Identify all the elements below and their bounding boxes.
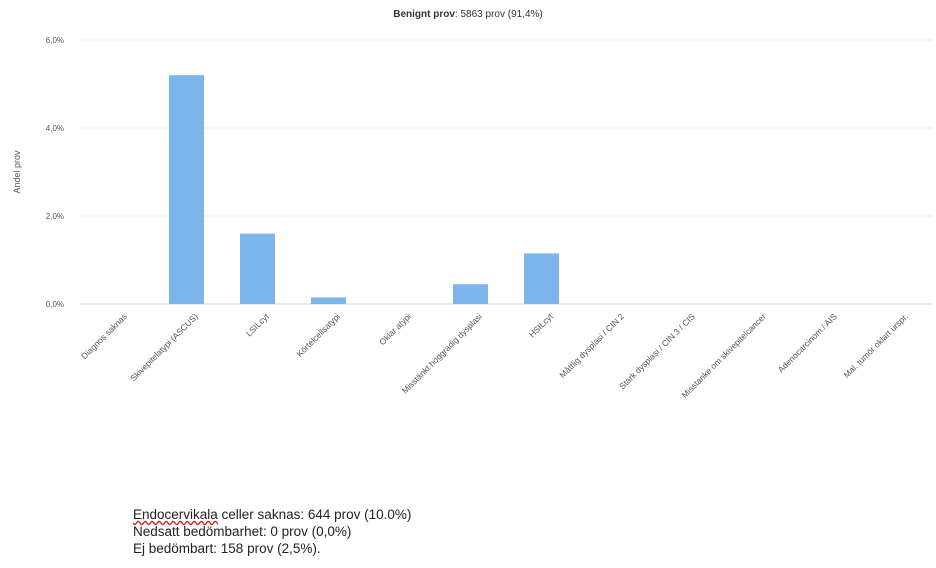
bar (524, 253, 559, 304)
y-tick-label: 2,0% (46, 212, 64, 221)
x-tick-label: HSILcyt (527, 311, 556, 340)
bar (240, 233, 275, 304)
x-tick-label: Misstanke om skivepitelcancer (679, 311, 768, 400)
bars (169, 75, 559, 304)
x-tick-label: Diagnos saknas (79, 311, 129, 361)
x-tick-label: LSILcyt (244, 311, 272, 339)
y-tick-label: 0,0% (46, 300, 64, 309)
x-tick-label: Körtelcellsatypi (294, 311, 342, 359)
x-tick-label: Måttlig dysplasi / CIN 2 (557, 311, 626, 380)
summary-notes: Endocervikala celler saknas: 644 prov (1… (133, 506, 411, 557)
x-tick-label: Mal. tumör oklart urspr. (841, 311, 910, 380)
bar (169, 75, 204, 304)
bar (453, 284, 488, 304)
bar-chart: 0,0% 2,0% 4,0% 6,0% Andel prov Diagnos sakn… (12, 36, 932, 400)
x-tick-label: Adenocarcinom / AIS (776, 311, 839, 374)
x-tick-label: Oklar atypi (377, 311, 413, 347)
note-endocervical: Endocervikala celler saknas: 644 prov (1… (133, 506, 411, 523)
x-tick-label: Stark dysplasi / CIN 3 / CIS (617, 311, 697, 391)
y-tick-label: 4,0% (46, 124, 64, 133)
bar (311, 297, 346, 304)
y-axis-ticks: 0,0% 2,0% 4,0% 6,0% (46, 36, 64, 309)
x-tick-label: Misstänkt höggradig dysplasi (400, 311, 484, 395)
note-not-assessable: Ej bedömbart: 158 prov (2,5%). (133, 541, 321, 556)
chart-title-rest: : 5863 prov (91,4%) (454, 9, 543, 20)
note-endocervical-rest: celler saknas: 644 prov (10.0%) (217, 507, 412, 522)
note-reduced-assessability: Nedsatt bedömbarhet: 0 prov (0,0%) (133, 524, 352, 539)
note-endocervical-word: Endocervikala (133, 507, 218, 522)
chart-title: Benignt prov: 5863 prov (91,4%) (0, 9, 936, 20)
y-axis-title: Andel prov (12, 150, 22, 194)
chart-title-bold: Benignt prov (393, 9, 455, 20)
grid-lines (80, 39, 932, 305)
x-tick-label: Skivepitelatypi (ASCUS) (128, 311, 200, 383)
y-tick-label: 6,0% (46, 36, 64, 45)
x-axis-labels: Diagnos saknas Skivepitelatypi (ASCUS) LSI… (79, 311, 910, 400)
